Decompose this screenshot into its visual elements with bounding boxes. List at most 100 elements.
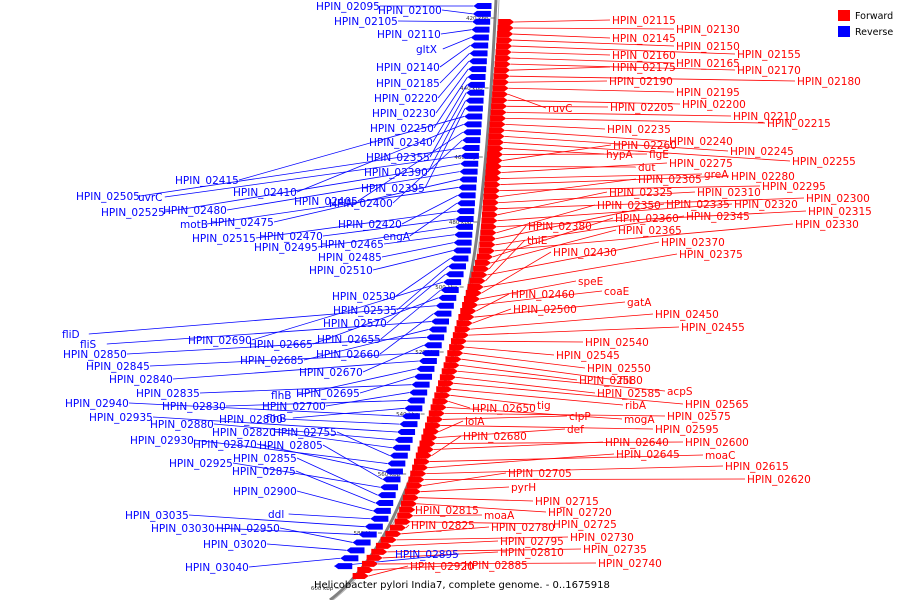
label-connector [422, 472, 507, 487]
reverse-gene-arrow [458, 184, 477, 191]
forward-gene-arrow [486, 157, 503, 164]
reverse-gene-label: HPIN_02470 [259, 231, 323, 243]
reverse-gene-label: HPIN_02510 [309, 265, 373, 277]
label-connector [503, 148, 605, 155]
reverse-gene-arrow [445, 271, 464, 278]
forward-gene-arrow [413, 458, 430, 465]
forward-gene-label: HPIN_02200 [682, 99, 746, 111]
label-connector [432, 84, 468, 143]
label-connector [359, 376, 415, 394]
label-connector [505, 123, 606, 130]
forward-gene-arrow [366, 554, 383, 561]
forward-gene-label: HPIN_02180 [797, 76, 861, 88]
label-connector [152, 416, 398, 433]
reverse-gene-label: flhB [266, 413, 286, 425]
forward-gene-arrow [402, 494, 419, 501]
label-connector [435, 441, 684, 444]
reverse-gene-label: HPIN_02800 [219, 414, 283, 426]
label-connector [487, 241, 660, 276]
forward-gene-arrow [484, 181, 501, 188]
forward-gene-label: HPIN_02650 [472, 403, 536, 415]
forward-gene-arrow [496, 43, 513, 50]
reverse-gene-label: motB [180, 219, 208, 231]
label-connector [401, 194, 458, 225]
label-connector [492, 217, 614, 258]
label-connector [497, 203, 733, 222]
label-connector [336, 431, 390, 457]
forward-gene-arrow [412, 464, 429, 471]
reverse-gene-arrow [409, 389, 428, 396]
label-connector [513, 27, 675, 30]
reverse-gene-label: HPIN_02420 [338, 219, 402, 231]
forward-gene-arrow [469, 277, 486, 284]
forward-gene-label: HPIN_02235 [607, 124, 671, 136]
reverse-gene-arrow [470, 34, 489, 41]
label-connector [379, 313, 434, 355]
label-connector [514, 19, 611, 23]
label-connector [474, 301, 626, 318]
legend-forward-label: Forward [855, 11, 893, 22]
reverse-gene-arrow [431, 318, 450, 325]
forward-gene-arrow [432, 398, 449, 405]
reverse-gene-label: HPIN_02515 [192, 233, 256, 245]
reverse-gene-label: gltX [416, 44, 437, 56]
gene-features [334, 3, 515, 579]
reverse-gene-arrow [464, 113, 483, 120]
label-connector [446, 406, 623, 420]
forward-gene-arrow [452, 332, 469, 339]
label-connector [441, 425, 654, 430]
label-connector [381, 242, 454, 258]
forward-gene-label: ruvC [548, 103, 573, 115]
label-connector [296, 490, 373, 512]
label-connector [296, 123, 464, 193]
forward-gene-label: HPIN_02815 [415, 505, 479, 517]
label-connector [448, 400, 471, 409]
label-connector [409, 202, 458, 237]
label-connector [437, 60, 470, 99]
forward-gene-label: HPIN_02305 [638, 174, 702, 186]
label-connector [426, 465, 724, 475]
forward-gene-arrow [478, 247, 495, 254]
label-connector [506, 111, 732, 117]
label-connector [382, 551, 499, 559]
reverse-gene-arrow [438, 294, 457, 301]
forward-gene-arrow [445, 356, 462, 363]
reverse-gene-label: HPIN_02755 [273, 427, 337, 439]
forward-gene-label: HPIN_02620 [747, 474, 811, 486]
forward-gene-arrow [497, 31, 514, 38]
label-connector [450, 394, 536, 406]
forward-gene-label: HPIN_02740 [598, 558, 662, 570]
label-connector [437, 428, 566, 438]
label-connector [512, 39, 675, 47]
label-connector [405, 524, 410, 529]
forward-gene-arrow [394, 518, 411, 525]
label-connector [357, 131, 464, 202]
forward-gene-label: HPIN_02160 [612, 50, 676, 62]
reverse-gene-label: uvrC [138, 192, 163, 204]
forward-gene-label: HPIN_02345 [686, 211, 750, 223]
reverse-gene-arrow [426, 334, 445, 341]
reverse-gene-arrow [456, 200, 475, 207]
label-connector [500, 173, 703, 179]
forward-gene-arrow [434, 392, 451, 399]
reverse-gene-label: HPIN_02850 [63, 349, 127, 361]
forward-gene-arrow [476, 253, 493, 260]
forward-gene-label: HPIN_02500 [513, 304, 577, 316]
label-connector [476, 293, 510, 312]
forward-gene-arrow [443, 362, 460, 369]
label-connector [466, 340, 584, 343]
forward-gene-arrow [456, 320, 473, 327]
reverse-gene-arrow [456, 208, 475, 215]
label-connector [424, 108, 466, 189]
label-connector [495, 215, 685, 246]
forward-gene-arrow [497, 25, 514, 32]
reverse-gene-label: HPIN_02820 [212, 427, 276, 439]
reverse-gene-arrow [399, 421, 418, 428]
forward-gene-arrow [495, 49, 512, 56]
reverse-gene-label: HPIN_03020 [203, 539, 267, 551]
forward-gene-label: HPIN_02240 [669, 136, 733, 148]
label-connector [429, 454, 704, 462]
label-connector [485, 239, 526, 282]
forward-gene-arrow [425, 422, 442, 429]
label-connector [513, 33, 611, 39]
